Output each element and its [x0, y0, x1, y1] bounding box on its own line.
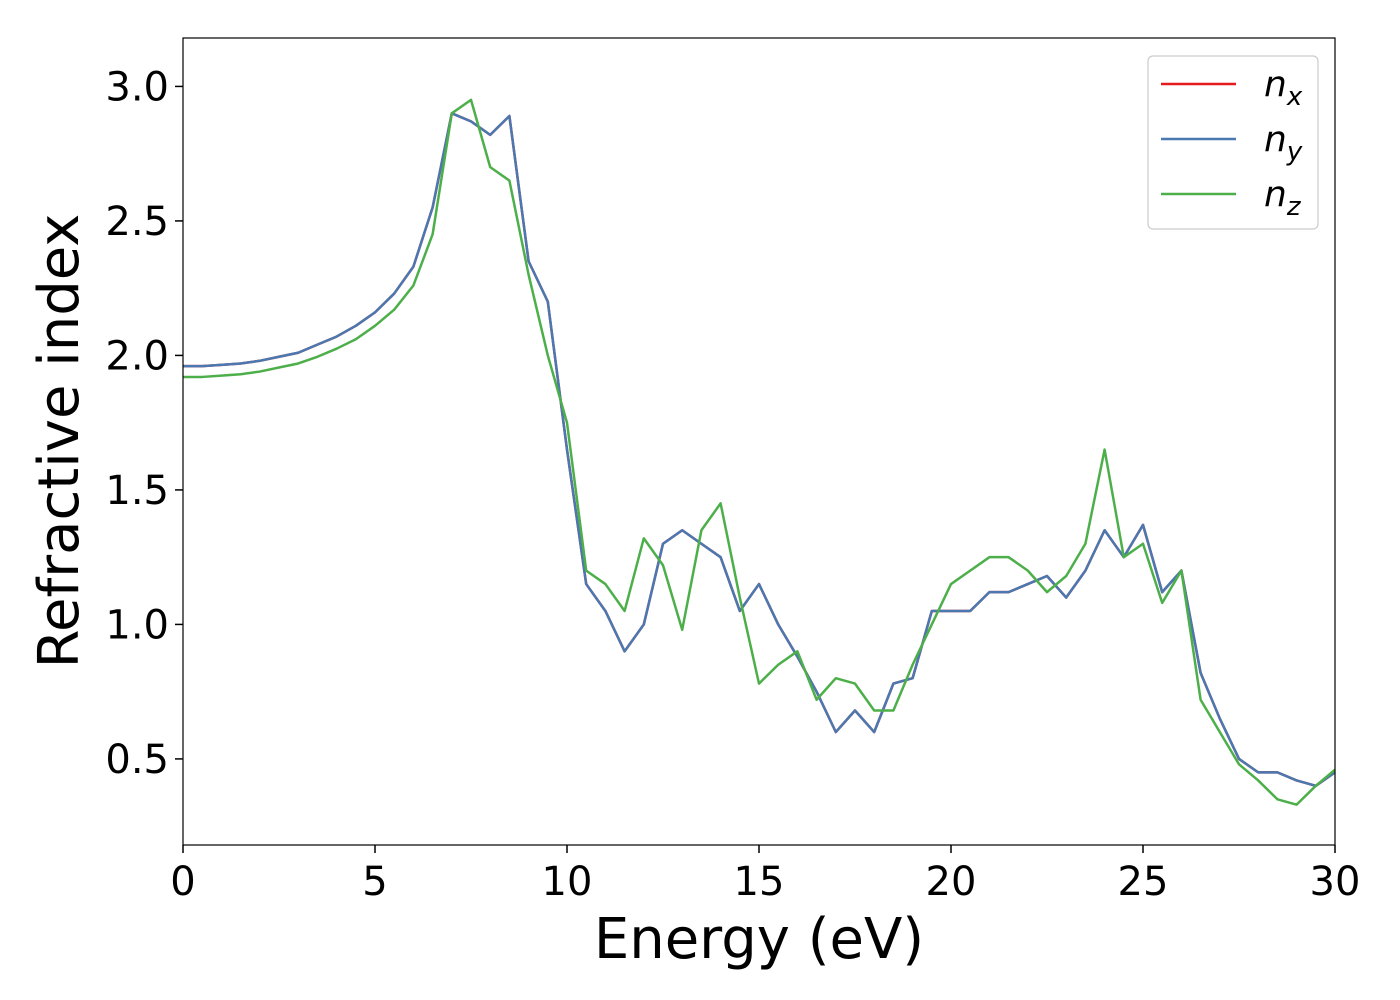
- plot-frame: [182, 37, 1336, 846]
- y-tick-label: 2.0: [105, 333, 169, 379]
- legend-box: [1147, 55, 1319, 230]
- y-tick-label: 1.0: [105, 602, 169, 648]
- x-tick-label: 20: [926, 859, 977, 905]
- legend-label: nz: [1264, 174, 1302, 222]
- line-series: [183, 112, 1335, 788]
- x-tick-label: 15: [734, 859, 785, 905]
- x-tick-label: 25: [1118, 859, 1169, 905]
- x-tick-label: 30: [1310, 859, 1361, 905]
- y-axis-label: Refractive index: [27, 214, 92, 669]
- legend-label: nx: [1264, 64, 1303, 112]
- x-tick-label: 10: [542, 859, 593, 905]
- x-tick-label: 0: [170, 859, 195, 905]
- legend-label: ny: [1264, 119, 1303, 167]
- y-tick-label: 3.0: [105, 64, 169, 110]
- y-tick-label: 0.5: [105, 737, 169, 783]
- legend: nx ny nz: [1147, 55, 1319, 230]
- line-series: [183, 98, 1335, 806]
- y-tick-label: 2.5: [105, 199, 169, 245]
- y-tick-label: 1.5: [105, 468, 169, 514]
- x-tick-label: 5: [362, 859, 387, 905]
- x-axis-label: Energy (eV): [594, 907, 924, 972]
